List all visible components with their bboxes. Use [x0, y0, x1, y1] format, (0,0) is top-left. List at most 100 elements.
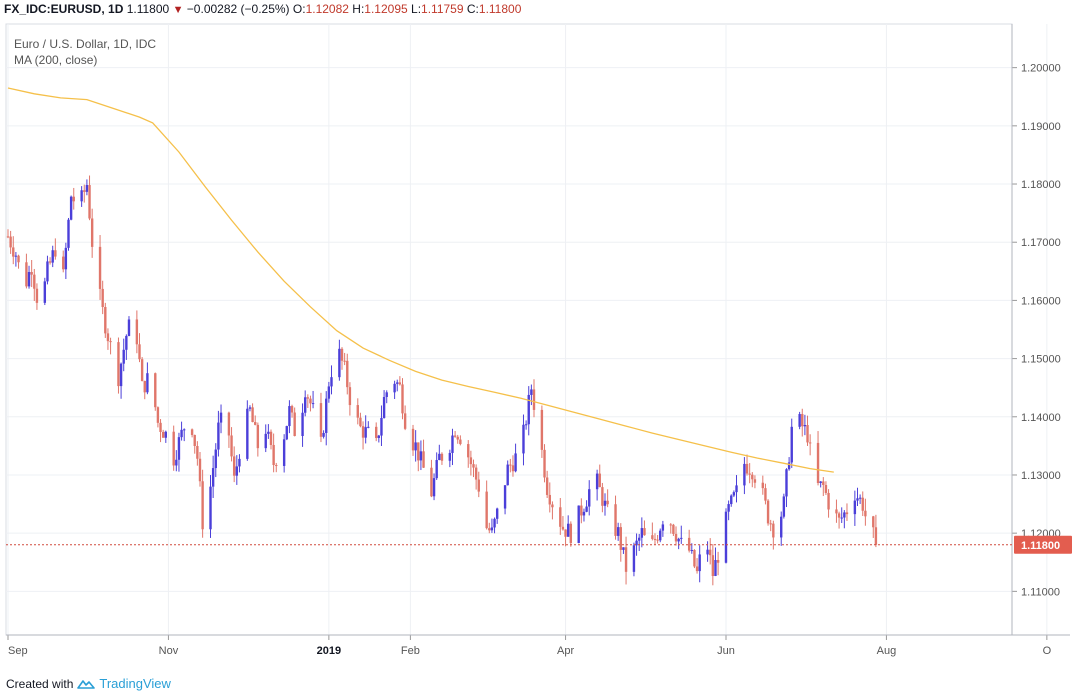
candle-body [459, 439, 462, 445]
candle-body [506, 464, 509, 486]
candle-body [527, 394, 530, 425]
interval[interactable]: 1D [108, 2, 124, 16]
candle-body [522, 424, 525, 454]
candle-body [561, 526, 565, 530]
candle-body [364, 427, 367, 438]
low-value: 1.11759 [421, 2, 464, 16]
y-tick-label: 1.16000 [1021, 295, 1061, 307]
candle-body [730, 495, 733, 505]
candle-body [540, 409, 544, 450]
candle-body [403, 413, 407, 429]
candle-body [343, 360, 346, 362]
candle-body [680, 537, 683, 539]
candle-body [88, 185, 91, 219]
candle-body [580, 505, 583, 516]
candle-body [493, 518, 496, 528]
candle-body [356, 405, 359, 418]
candle-body [690, 550, 693, 552]
candle-body [14, 255, 18, 257]
candle-body [632, 545, 636, 572]
candle-body [235, 466, 239, 476]
candle-body [117, 342, 120, 387]
candle-body [469, 457, 473, 465]
y-tick-label: 1.14000 [1021, 412, 1061, 424]
candle-body [232, 456, 236, 476]
candle-body [874, 527, 878, 545]
candle-body [543, 449, 546, 478]
candle-body [624, 547, 628, 572]
candle-body [338, 348, 341, 378]
candle-body [743, 463, 746, 486]
grid [5, 23, 1048, 636]
legend-indicator[interactable]: MA (200, close) [14, 53, 98, 67]
candle-body [348, 387, 352, 406]
x-tick-label: 2019 [317, 645, 341, 657]
candle-body [769, 523, 772, 525]
candle-body [514, 453, 517, 472]
candle-body [340, 348, 344, 361]
candle-body [417, 442, 420, 461]
candle-body [140, 359, 144, 381]
candle-body [706, 549, 709, 555]
candle-body [651, 535, 654, 539]
candle-body [159, 422, 162, 432]
candle-body [748, 473, 751, 475]
candle-body [430, 467, 433, 497]
candle-body [564, 529, 567, 537]
candle-body [104, 307, 107, 334]
y-tick-label: 1.20000 [1021, 63, 1061, 75]
candle-body [687, 537, 691, 551]
candle-body [303, 397, 307, 413]
legend-title: Euro / U.S. Dollar, 1D, IDC [14, 37, 157, 51]
close-label: C: [466, 2, 479, 16]
candle-body [27, 272, 31, 287]
candle-body [432, 478, 436, 497]
candle-body [125, 335, 128, 350]
candle-body [693, 550, 696, 567]
candle-body [64, 247, 68, 270]
moving-average [7, 87, 834, 473]
candle-body [156, 407, 160, 423]
candle-body [367, 426, 370, 428]
candle-body [772, 523, 775, 538]
candle-body [106, 333, 110, 342]
ma-200-line [7, 87, 834, 473]
candle-body [256, 424, 260, 449]
candle-body [325, 398, 328, 433]
low-label: L: [411, 2, 422, 16]
candle-body [33, 274, 36, 289]
chart-legend: Euro / U.S. Dollar, 1D, IDC MA (200, clo… [14, 36, 156, 68]
tradingview-brand[interactable]: TradingView [99, 676, 171, 691]
candle-body [43, 281, 47, 303]
x-tick-label: Aug [877, 645, 897, 657]
candle-body [359, 417, 362, 427]
candle-body [435, 460, 438, 479]
candle-body [109, 341, 112, 343]
candle-body [614, 504, 617, 536]
candle-body [377, 435, 381, 438]
candle-body [640, 528, 644, 538]
y-tick-label: 1.17000 [1021, 237, 1061, 249]
candle-body [638, 537, 641, 541]
candle-body [827, 492, 830, 510]
candle-body [438, 453, 441, 461]
candle-body [798, 414, 801, 427]
candle-body [474, 467, 478, 480]
candle-body [551, 504, 554, 508]
tradingview-logo-icon [77, 679, 96, 689]
y-tick-label: 1.19000 [1021, 121, 1061, 133]
candle-body [780, 516, 783, 538]
candle-body [230, 435, 233, 457]
x-tick-label: Sep [8, 645, 28, 657]
candle-body [785, 469, 788, 497]
candle-body [17, 255, 20, 263]
symbol-name[interactable]: FX_IDC:EURUSD, [4, 2, 105, 16]
x-tick-label: Jun [717, 645, 735, 657]
candle-body [238, 458, 241, 467]
candle-body [272, 444, 275, 466]
candle-body [401, 384, 404, 414]
open-label: O: [292, 2, 306, 16]
candle-body [545, 477, 549, 495]
candle-body [456, 436, 459, 440]
